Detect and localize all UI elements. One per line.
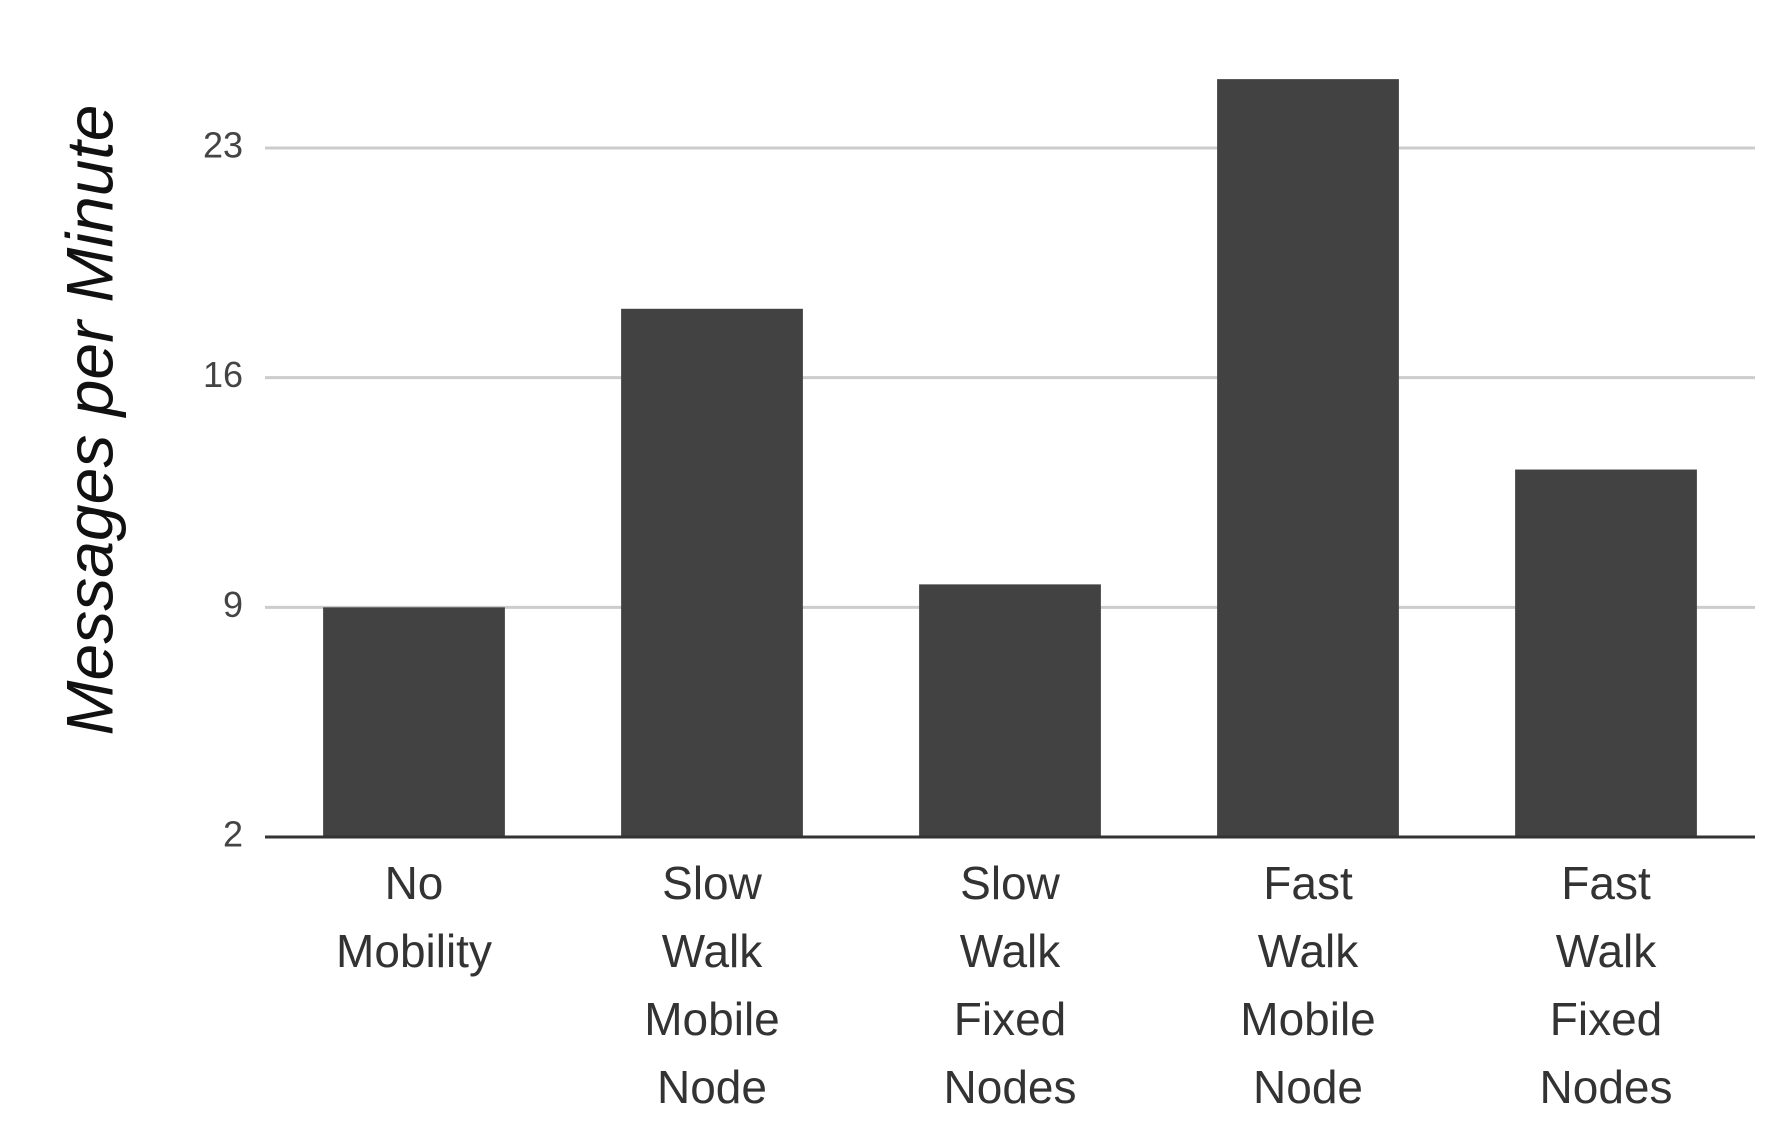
x-tick-label: Slow Walk Fixed Nodes	[943, 857, 1077, 1113]
y-tick-label: 23	[203, 125, 243, 166]
bar	[621, 308, 803, 838]
y-tick-label: 2	[223, 814, 243, 855]
bar	[919, 584, 1101, 837]
y-tick-label: 9	[223, 584, 243, 625]
bar	[1515, 469, 1697, 837]
x-tick-label: Slow Walk Mobile Node	[644, 857, 780, 1113]
x-tick-label: Fast Walk Mobile Node	[1240, 857, 1376, 1113]
y-axis-label: Messages per Minute	[52, 105, 126, 736]
x-tick-label: Fast Walk Fixed Nodes	[1539, 857, 1673, 1113]
bar	[1217, 79, 1399, 837]
y-tick-label: 16	[203, 354, 243, 395]
bar	[323, 607, 505, 837]
x-tick-label: No Mobility	[336, 857, 492, 977]
